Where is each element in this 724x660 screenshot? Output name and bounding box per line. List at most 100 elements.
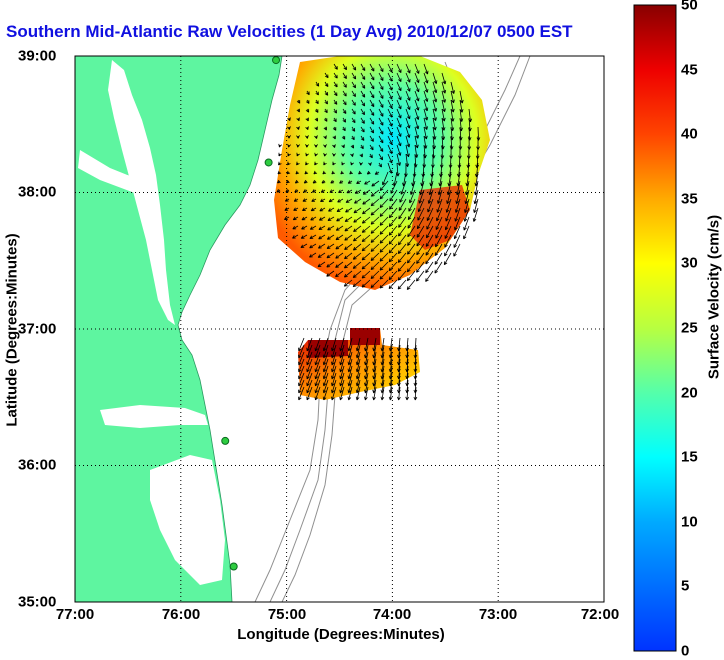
velocity-arrow: [333, 81, 338, 88]
x-tick-label: 76:00: [161, 606, 201, 623]
velocity-arrow: [388, 234, 398, 245]
velocity-arrow: [423, 108, 429, 121]
velocity-arrow: [354, 198, 362, 204]
x-tick-label: 73:00: [478, 606, 518, 623]
velocity-arrow: [378, 72, 384, 81]
velocity-arrow: [350, 161, 354, 166]
velocity-arrow: [287, 143, 291, 148]
velocity-arrow: [309, 252, 317, 258]
velocity-arrow: [436, 198, 443, 213]
velocity-arrow: [292, 234, 299, 239]
velocity-arrow: [361, 252, 371, 261]
velocity-arrow: [405, 386, 410, 401]
velocity-arrow: [305, 135, 309, 139]
velocity-arrow: [327, 216, 335, 221]
velocity-arrow: [315, 99, 319, 105]
velocity-arrow: [379, 261, 389, 271]
velocity-arrow: [305, 126, 309, 131]
velocity-arrow: [310, 207, 317, 212]
velocity-arrow: [314, 117, 319, 122]
velocity-arrow: [333, 72, 338, 79]
colorbar-tick: 5: [681, 577, 690, 595]
velocity-arrow: [388, 207, 398, 219]
velocity-arrow: [397, 386, 401, 401]
velocity-arrow: [472, 207, 479, 222]
velocity-arrow: [284, 198, 290, 202]
velocity-arrow: [370, 252, 380, 261]
velocity-arrow: [320, 198, 326, 202]
velocity-arrow: [425, 243, 434, 256]
velocity-arrow: [441, 108, 446, 122]
velocity-arrow: [277, 179, 281, 184]
velocity-arrow: [370, 207, 380, 216]
velocity-arrow: [396, 153, 401, 166]
velocity-arrow: [342, 81, 347, 88]
velocity-arrow: [342, 126, 346, 132]
velocity-arrow: [435, 234, 443, 248]
velocity-arrow: [396, 108, 402, 119]
velocity-arrow: [298, 344, 305, 359]
velocity-arrow: [432, 108, 437, 121]
velocity-arrow: [378, 63, 384, 72]
velocity-arrow: [407, 243, 416, 255]
velocity-arrow: [353, 216, 362, 223]
velocity-arrow: [339, 351, 345, 366]
velocity-arrow: [300, 234, 308, 239]
velocity-arrow: [444, 225, 452, 239]
velocity-arrow: [360, 126, 365, 133]
velocity-arrow: [326, 252, 335, 259]
velocity-arrow: [408, 198, 416, 212]
velocity-arrow: [306, 379, 313, 394]
velocity-arrow: [331, 351, 337, 366]
velocity-arrow: [347, 372, 353, 387]
velocity-arrow: [277, 170, 282, 175]
velocity-arrow: [344, 252, 353, 260]
velocity-arrow: [359, 161, 363, 166]
velocity-arrow: [370, 225, 380, 234]
velocity-arrow: [350, 144, 355, 149]
velocity-arrow: [453, 234, 461, 248]
velocity-arrow: [310, 216, 317, 221]
velocity-arrow: [332, 153, 336, 157]
velocity-arrow: [352, 243, 362, 251]
velocity-arrow: [305, 161, 309, 166]
velocity-arrow: [311, 198, 317, 202]
velocity-arrow: [296, 161, 300, 166]
velocity-arrow: [450, 81, 455, 94]
velocity-arrow: [361, 270, 371, 279]
velocity-arrow: [318, 216, 326, 221]
velocity-arrow: [459, 90, 464, 104]
velocity-arrow: [378, 135, 384, 144]
velocity-arrow: [287, 135, 291, 139]
velocity-arrow: [369, 135, 374, 142]
velocity-arrow: [314, 152, 318, 157]
velocity-arrow: [298, 372, 305, 387]
y-tick-label: 35:00: [18, 593, 57, 611]
velocity-arrow: [326, 261, 335, 268]
colorbar-tick: 30: [681, 254, 698, 272]
velocity-arrow: [360, 81, 366, 89]
velocity-arrow: [296, 108, 300, 113]
velocity-arrow: [333, 63, 338, 70]
velocity-arrow: [333, 90, 338, 97]
velocity-arrow: [416, 261, 425, 273]
velocity-arrow: [315, 81, 320, 87]
velocity-arrow: [296, 126, 300, 130]
radar-stations: [221, 56, 281, 571]
velocity-arrow: [293, 198, 299, 202]
velocity-arrow: [306, 90, 310, 96]
velocity-arrow: [463, 207, 470, 222]
velocity-arrow: [326, 270, 335, 277]
velocity-arrow: [309, 234, 317, 240]
velocity-arrow: [296, 152, 300, 157]
velocity-arrow: [347, 337, 353, 352]
chart-title: Southern Mid-Atlantic Raw Velocities (1 …: [6, 22, 573, 41]
velocity-arrow: [323, 144, 327, 148]
velocity-arrow: [335, 225, 344, 231]
velocity-arrow: [360, 135, 365, 141]
velocity-arrow: [416, 243, 425, 256]
velocity-arrow: [397, 243, 407, 255]
velocity-arrow: [397, 261, 407, 272]
velocity-arrow: [409, 189, 416, 204]
